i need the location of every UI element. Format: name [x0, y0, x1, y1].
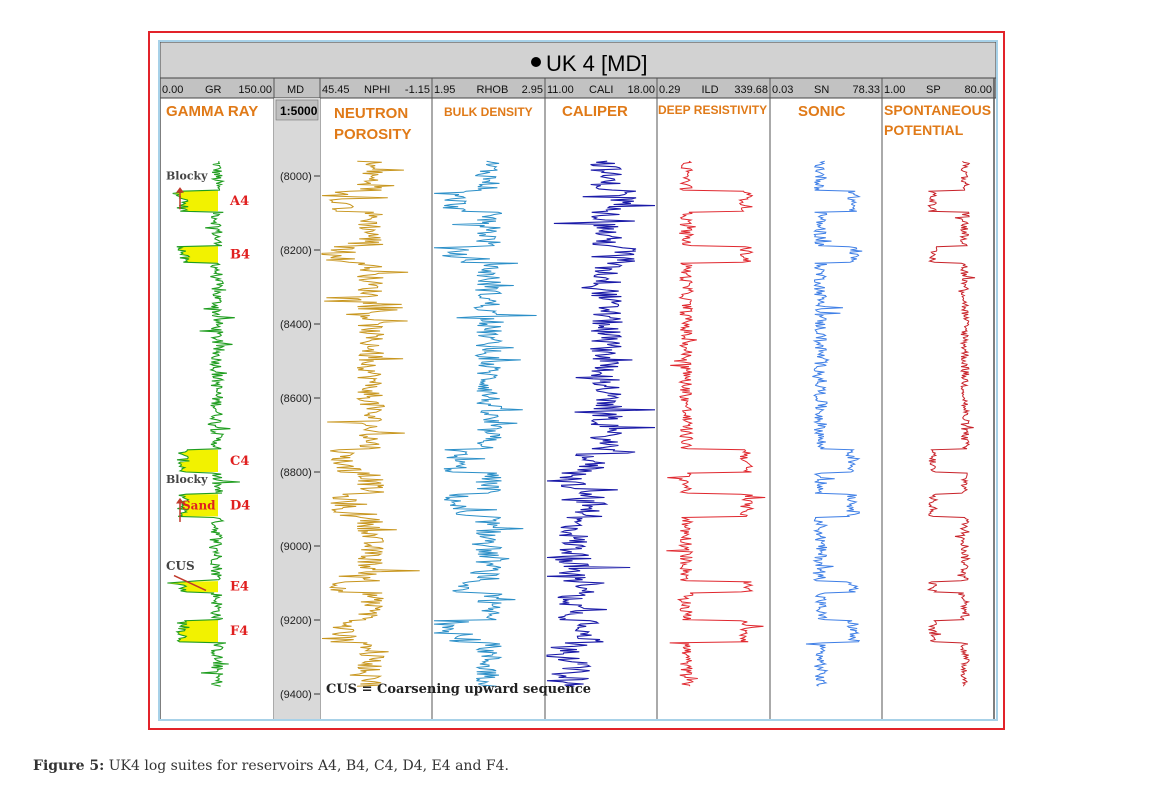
- track-title-neutron-porosity-line2: POROSITY: [334, 126, 412, 143]
- arrow-head-blocky-d4: [176, 497, 184, 504]
- arrow-head-blocky-top: [176, 187, 184, 193]
- well-log-chart: UK 4 [MD] 0.00 GR 150.00 MD 45.45 NPHI -1.15 1.…: [160, 42, 996, 719]
- figure-red-border: [148, 31, 1005, 730]
- header-name: NPHI: [364, 84, 390, 96]
- header-min: 11.00: [547, 84, 574, 96]
- header-max: 2.95: [522, 84, 543, 96]
- gr-sand-fill: [176, 246, 218, 263]
- nphi-curve: [321, 160, 420, 687]
- header-max: 80.00: [964, 84, 992, 96]
- header-max: 150.00: [238, 84, 272, 96]
- title-dot: [531, 57, 541, 67]
- track-title-sp-line1: SPONTANEOUS: [884, 102, 991, 118]
- annotation-blocky-d4: Blocky: [166, 473, 208, 486]
- reservoir-label: D4: [230, 498, 250, 513]
- arrow-cus: [173, 574, 207, 592]
- header-min: 1.00: [884, 84, 905, 96]
- depth-tick-label: (8400): [280, 319, 312, 331]
- header-max: 18.00: [627, 84, 655, 96]
- track-title-caliper: CALIPER: [562, 103, 628, 120]
- header-name: SP: [926, 84, 941, 96]
- header-ranges: 0.00 GR 150.00 MD 45.45 NPHI -1.15 1.95 RHOB 2.95…: [162, 84, 992, 96]
- annotation-cus: CUS: [166, 559, 195, 573]
- reservoir-label: F4: [230, 624, 248, 639]
- gr-sand-fill: [177, 449, 218, 472]
- depth-tick-label: (9000): [280, 541, 312, 553]
- rhob-curve: [433, 160, 537, 687]
- caption-text: UK4 log suites for reservoirs A4, B4, C4…: [104, 758, 509, 774]
- caliper-curve: [546, 160, 656, 687]
- header-max: 339.68: [734, 84, 768, 96]
- header-name: RHOB: [477, 84, 509, 96]
- header-max: -1.15: [405, 84, 430, 96]
- reservoir-label: A4: [229, 194, 249, 209]
- track-title-deep-resistivity: DEEP RESISTIVITY: [658, 103, 767, 117]
- cus-legend-note: CUS = Coarsening upward sequence: [326, 682, 591, 697]
- reservoir-label: E4: [230, 580, 249, 595]
- track-title-sonic: SONIC: [798, 103, 846, 120]
- depth-track: [274, 98, 320, 719]
- header-name: GR: [205, 84, 222, 96]
- annotation-sand: Sand: [182, 498, 216, 512]
- log-curves: [167, 160, 976, 687]
- annotation-blocky-top: Blocky: [166, 170, 208, 183]
- header-range-bar: [160, 77, 996, 99]
- header-name: SN: [814, 84, 829, 96]
- chart-title: UK 4 [MD]: [546, 51, 647, 76]
- header-min: 0.29: [659, 84, 680, 96]
- header-max: 78.33: [852, 84, 880, 96]
- track-title-gamma-ray: GAMMA RAY: [166, 103, 258, 120]
- depth-tick-label: (8800): [280, 467, 312, 479]
- annotations: A4 B4 C4 D4 E4 F4 Blocky Blocky Sand CUS CUS = Coa…: [166, 170, 591, 697]
- header-name: MD: [287, 84, 304, 96]
- depth-tick-label: (8000): [280, 171, 312, 183]
- depth-tick-label: (9200): [280, 615, 312, 627]
- track-title-neutron-porosity-line1: NEUTRON: [334, 105, 408, 122]
- scale-box: [275, 99, 319, 121]
- gamma-ray-curve: [167, 161, 240, 687]
- header-min: 0.00: [162, 84, 183, 96]
- scale-label: 1:5000: [280, 104, 318, 118]
- sonic-curve: [805, 160, 863, 687]
- header-name: ILD: [702, 84, 719, 96]
- header-name: CALI: [589, 84, 613, 96]
- gr-sand-fill: [177, 494, 218, 517]
- ild-curve: [666, 160, 766, 687]
- caption-label: Figure 5:: [33, 758, 105, 774]
- header-min: 0.03: [772, 84, 793, 96]
- header-min: 1.95: [434, 84, 455, 96]
- depth-tick-label: (9400): [280, 689, 312, 701]
- reservoir-label: B4: [230, 248, 250, 263]
- depth-tick-label: (8200): [280, 245, 312, 257]
- figure-caption: Figure 5: UK4 log suites for reservoirs …: [33, 758, 509, 774]
- depth-tick-label: (8600): [280, 393, 312, 405]
- track-title-sp-line2: POTENTIAL: [884, 122, 964, 138]
- sp-curve: [926, 160, 976, 687]
- track-title-bulk-density: BULK DENSITY: [444, 105, 533, 119]
- reservoir-label: C4: [230, 454, 249, 469]
- depth-ticks: (8000) (8200) (8400) (8600) (8800) (9000) (920…: [280, 171, 320, 701]
- header-min: 45.45: [322, 84, 350, 96]
- gr-sand-fill: [177, 620, 218, 643]
